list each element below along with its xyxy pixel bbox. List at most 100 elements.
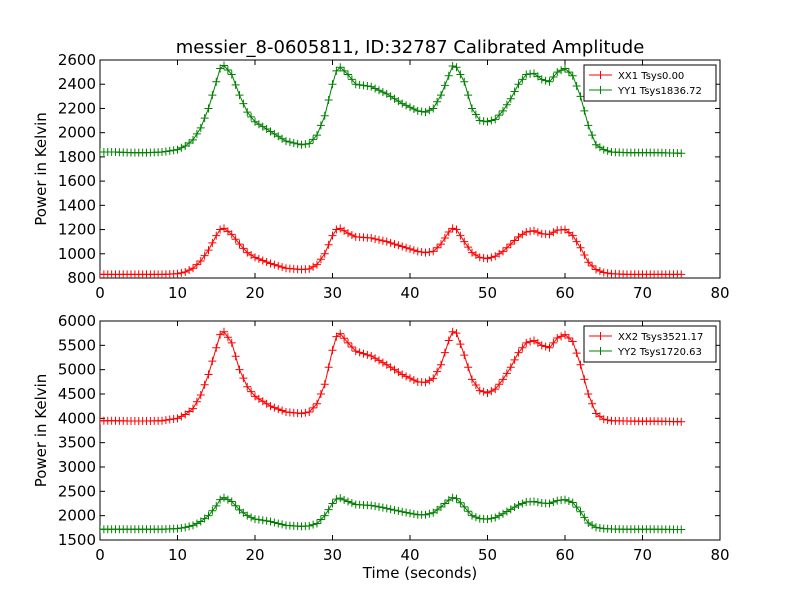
data-point [677, 270, 686, 278]
data-point [533, 228, 542, 237]
y-tick-label: 1500 [58, 531, 96, 549]
data-point [522, 227, 531, 236]
data-point [270, 518, 279, 527]
charts: 0 10 20 30 40 50 60 70 8080010001200140016001800… [32, 51, 730, 582]
data-point [332, 66, 341, 75]
data-point [165, 146, 174, 155]
data-point [243, 382, 252, 391]
data-point [398, 370, 407, 379]
data-point [545, 343, 554, 352]
data-point [553, 68, 562, 77]
figure-title: messier_8-0605811, ID:32787 Calibrated A… [176, 37, 645, 58]
y-tick-label: 2000 [58, 507, 96, 525]
data-point [576, 243, 585, 252]
data-point [301, 408, 310, 417]
data-point [258, 256, 267, 265]
y-tick-label: 2400 [58, 75, 96, 93]
data-point [239, 99, 248, 108]
data-point [227, 497, 236, 506]
data-point [208, 91, 217, 100]
data-point [309, 520, 318, 529]
chart-panel-2: 0 10 20 30 40 50 60 70 80 1500 2000 2500 3000 3500 400… [32, 312, 730, 582]
data-point [460, 77, 469, 86]
data-point [479, 254, 488, 263]
data-point [324, 240, 333, 249]
data-point [406, 374, 414, 383]
data-point [220, 327, 228, 336]
data-point [316, 515, 325, 524]
data-point [506, 94, 515, 103]
data-point [572, 349, 581, 358]
data-point [169, 146, 178, 155]
data-point [561, 495, 569, 504]
data-point [173, 524, 182, 533]
data-point [332, 495, 341, 504]
data-point [332, 225, 341, 234]
data-point [495, 111, 504, 120]
data-point [429, 374, 438, 383]
data-point [421, 378, 430, 387]
legend-box [583, 325, 717, 363]
data-point [406, 103, 414, 112]
y-tick-label: 1200 [58, 221, 96, 239]
data-point [460, 502, 469, 511]
chart-panel-1: 0 10 20 30 40 50 60 70 80 800 1000 1200 1400 1600 1800… [32, 51, 730, 302]
data-point [247, 387, 256, 396]
x-tick-label: 60 [555, 546, 574, 564]
y-tick-label: 6000 [58, 312, 96, 330]
data-point [173, 145, 182, 154]
series-1 [100, 327, 686, 426]
data-point [274, 405, 283, 414]
data-point [417, 107, 426, 116]
legend-marker [596, 86, 605, 94]
data-point [479, 117, 488, 126]
data-point [588, 131, 597, 140]
data-point [409, 246, 418, 255]
data-point [568, 337, 577, 346]
data-point [677, 525, 686, 534]
data-point [491, 115, 500, 124]
data-point [270, 260, 279, 269]
data-point [220, 493, 228, 502]
data-point [258, 516, 267, 525]
data-point [406, 244, 414, 253]
data-point [305, 139, 314, 148]
data-point [460, 237, 469, 246]
data-point [192, 129, 201, 138]
data-point [537, 75, 546, 84]
y-tick-label: 1600 [58, 172, 96, 190]
data-point [351, 80, 360, 89]
legend-label: YY1 Tsys1836.72 [617, 86, 702, 97]
y-tick-label: 5500 [58, 336, 96, 354]
data-point [595, 523, 604, 532]
data-point [208, 506, 217, 515]
data-point [192, 397, 201, 406]
data-point [599, 415, 608, 424]
data-point [561, 64, 569, 73]
data-point [344, 497, 352, 506]
data-point [204, 246, 213, 255]
legend-box [583, 64, 717, 102]
data-point [185, 266, 194, 275]
data-point [371, 84, 380, 93]
data-point [510, 355, 519, 364]
data-point [282, 137, 290, 146]
data-point [231, 80, 240, 89]
data-point [254, 254, 263, 263]
data-point [599, 145, 608, 154]
data-point [413, 106, 422, 115]
data-point [216, 225, 225, 234]
data-point [444, 71, 453, 80]
data-point [456, 498, 465, 507]
data-point [363, 350, 372, 359]
data-point [371, 234, 380, 243]
data-point [347, 343, 356, 352]
data-point [227, 338, 236, 347]
data-point [398, 99, 407, 108]
data-point [464, 507, 473, 516]
data-point [413, 247, 422, 256]
data-point [409, 376, 418, 385]
x-tick-label: 80 [710, 284, 729, 302]
y-axis-label: Power in Kelvin [32, 374, 50, 488]
data-point [235, 365, 244, 374]
